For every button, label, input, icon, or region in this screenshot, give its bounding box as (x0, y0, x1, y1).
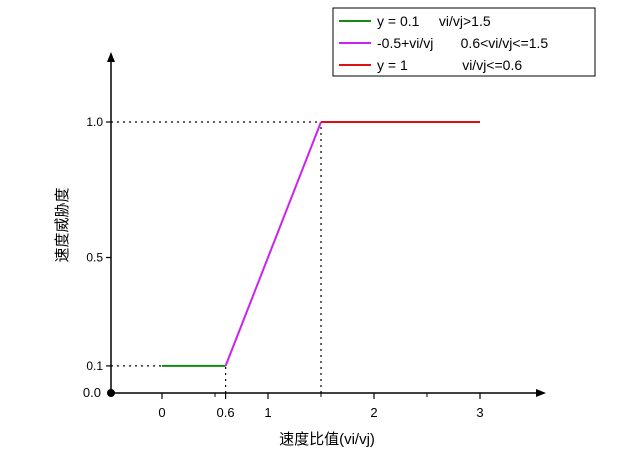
legend-box (332, 7, 596, 77)
x-tick-label: 0 (158, 405, 165, 420)
x-tick-label: 0.6 (217, 405, 235, 420)
reference-lines (111, 121, 322, 393)
legend-entry-0: y = 0.1 vi/vj>1.5 (377, 13, 491, 29)
y-tick-label: 0.1 (86, 359, 103, 373)
x-axis-label: 速度比值(vi/vj) (279, 431, 375, 448)
legend-entry-2: y = 1 vi/vj<=0.6 (377, 57, 522, 73)
x-tick-label: 3 (476, 405, 483, 420)
y-tick-label: 1.0 (86, 115, 103, 129)
origin-dot (107, 389, 115, 397)
y-axis-label: 速度威胁度 (53, 187, 71, 262)
axes (107, 52, 546, 397)
x-tick-label: 1 (264, 405, 271, 420)
x-axis-arrow (536, 389, 546, 397)
legend: y = 0.1 vi/vj>1.5 -0.5+vi/vj 0.6<vi/vj<=1… (332, 7, 596, 77)
series-line-1 (224, 121, 322, 367)
y-axis-arrow (107, 52, 115, 62)
legend-entry-1: -0.5+vi/vj 0.6<vi/vj<=1.5 (377, 35, 548, 51)
ticks: 0 0.6 1 2 3 0.0 0.1 0.5 1.0 (83, 115, 484, 420)
x-tick-label: 2 (370, 405, 377, 420)
y-tick-label: 0.0 (83, 385, 101, 400)
y-tick-label: 0.5 (86, 251, 103, 265)
series (162, 121, 480, 367)
